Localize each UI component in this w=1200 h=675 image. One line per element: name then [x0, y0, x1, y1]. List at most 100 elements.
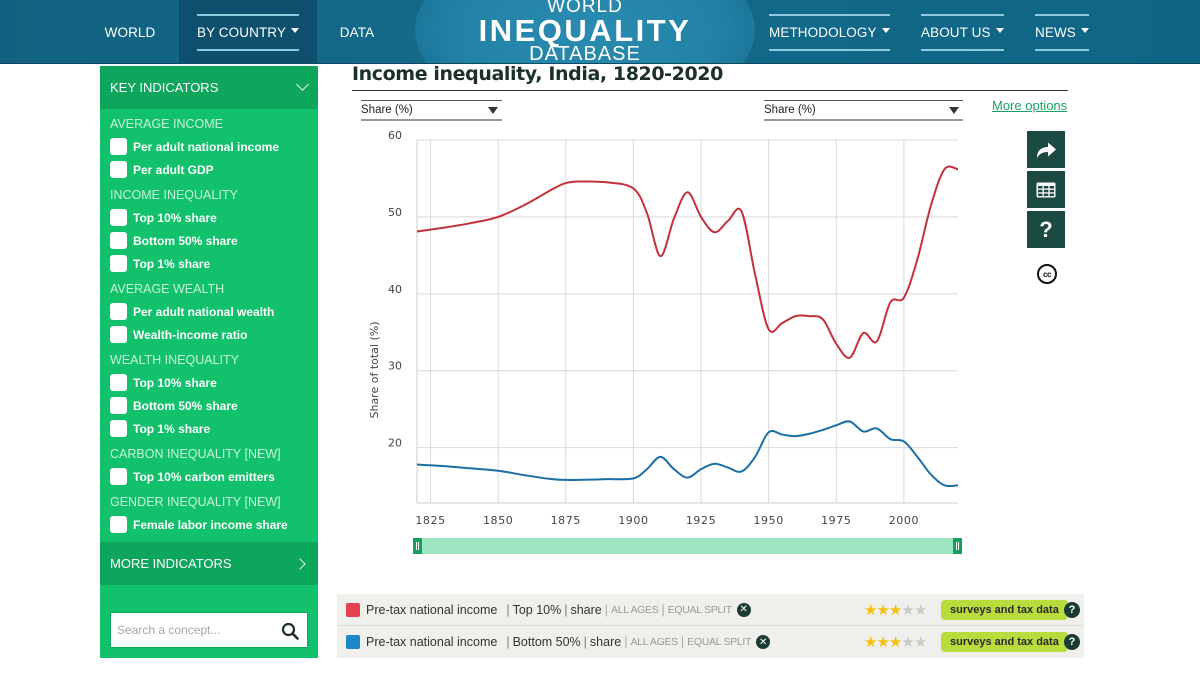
- indicator-option[interactable]: Wealth-income ratio: [110, 323, 308, 346]
- separator: |: [506, 635, 510, 649]
- indicator-option[interactable]: Per adult GDP: [110, 158, 308, 181]
- separator: |: [680, 635, 685, 649]
- series-line-top-10[interactable]: [416, 165, 959, 359]
- right-axis-unit-value: Share (%): [764, 104, 816, 116]
- star-icon: ★: [864, 634, 877, 651]
- data-quality-rating: ★★★★★: [864, 633, 927, 651]
- concept-search-input[interactable]: [117, 623, 277, 637]
- creative-commons-icon[interactable]: cc: [1037, 264, 1057, 284]
- legend-split: EQUAL SPLIT: [687, 636, 752, 648]
- indicator-checkbox[interactable]: [110, 138, 127, 155]
- more-indicators-button[interactable]: MORE INDICATORS: [100, 542, 318, 585]
- indicator-label: Per adult national wealth: [133, 304, 275, 319]
- key-indicators-header[interactable]: KEY INDICATORS: [100, 66, 318, 109]
- indicator-checkbox[interactable]: [110, 468, 127, 485]
- indicator-option[interactable]: Female labor income share: [110, 513, 308, 536]
- concept-search-box: [110, 612, 308, 648]
- left-axis-unit-value: Share (%): [361, 104, 413, 116]
- range-slider-track[interactable]: [413, 538, 962, 554]
- search-icon[interactable]: [281, 622, 299, 640]
- data-source-badge[interactable]: surveys and tax data: [941, 599, 1068, 620]
- y-tick-label: 30: [388, 360, 402, 373]
- more-options-link[interactable]: More options: [992, 98, 1068, 113]
- nav-methodology-lined: METHODOLOGY: [769, 13, 890, 51]
- x-tick-label: 1850: [483, 514, 513, 527]
- nav-news[interactable]: NEWS: [1035, 0, 1089, 63]
- help-icon[interactable]: ?: [1064, 634, 1080, 650]
- indicator-checkbox[interactable]: [110, 516, 127, 533]
- indicator-option[interactable]: Bottom 50% share: [110, 229, 308, 252]
- left-axis-unit-select[interactable]: Share (%): [361, 100, 502, 121]
- separator: |: [624, 635, 628, 649]
- nav-about-us-label: ABOUT US: [921, 24, 991, 40]
- nav-by-country[interactable]: BY COUNTRY: [179, 0, 317, 63]
- separator: |: [661, 602, 665, 617]
- indicator-checkbox[interactable]: [110, 161, 127, 178]
- y-tick-label: 40: [388, 283, 402, 296]
- nav-by-country-lined: BY COUNTRY: [196, 13, 300, 51]
- separator: |: [604, 602, 609, 617]
- x-tick-label: 1950: [753, 514, 783, 527]
- x-tick-label: 1875: [551, 514, 581, 527]
- legend-indicator: Pre-tax national income: [366, 602, 498, 617]
- star-icon: ★: [888, 634, 902, 651]
- help-button[interactable]: ?: [1027, 211, 1065, 248]
- help-icon[interactable]: ?: [1064, 601, 1080, 618]
- nav-methodology[interactable]: METHODOLOGY: [769, 0, 890, 63]
- x-tick-label: 2000: [889, 514, 919, 527]
- star-icon: ★: [876, 601, 889, 619]
- remove-series-icon[interactable]: ✕: [756, 635, 771, 649]
- indicator-option[interactable]: Top 10% share: [110, 206, 308, 229]
- indicator-option[interactable]: Top 10% carbon emitters: [110, 465, 308, 488]
- indicator-checkbox[interactable]: [110, 255, 127, 272]
- indicator-option[interactable]: Top 10% share: [110, 371, 308, 394]
- indicator-checkbox[interactable]: [110, 397, 127, 414]
- help-icon: ?: [1039, 216, 1053, 242]
- x-tick-label: 1975: [821, 514, 851, 527]
- indicator-option[interactable]: Bottom 50% share: [110, 394, 308, 417]
- nav-data[interactable]: DATA: [327, 0, 387, 63]
- right-axis-unit-select[interactable]: Share (%): [764, 100, 963, 121]
- chart-title: Income inequality, India, 1820-2020: [352, 63, 723, 85]
- indicator-checkbox[interactable]: [110, 232, 127, 249]
- x-tick-label: 1825: [415, 514, 445, 527]
- more-indicators-label: MORE INDICATORS: [110, 556, 232, 571]
- dropdown-arrow-icon: [488, 106, 498, 114]
- wid-logo[interactable]: WORLD INEQUALITY DATABASE: [470, 0, 700, 63]
- series-legend: Pre-tax national income | Top 10% | share | AL…: [337, 594, 1084, 658]
- indicator-checkbox[interactable]: [110, 374, 127, 391]
- section-title: GENDER INEQUALITY [NEW]: [110, 495, 281, 509]
- nav-world[interactable]: WORLD: [90, 0, 170, 63]
- separator: |: [506, 602, 510, 617]
- y-axis-label: Share of total (%): [368, 321, 381, 418]
- x-tick-label: 1925: [686, 514, 716, 527]
- nav-news-lined: NEWS: [1035, 13, 1089, 51]
- indicator-checkbox[interactable]: [110, 420, 127, 437]
- indicator-label: Top 1% share: [133, 256, 211, 271]
- range-slider-right-handle[interactable]: [953, 538, 962, 554]
- range-slider-left-handle[interactable]: [413, 538, 422, 554]
- nav-about-us[interactable]: ABOUT US: [921, 0, 1004, 63]
- caret-down-icon: [881, 27, 890, 33]
- data-table-button[interactable]: [1027, 171, 1065, 208]
- nav-world-label: WORLD: [104, 24, 156, 40]
- caret-down-icon: [1080, 27, 1089, 33]
- data-source-badge[interactable]: surveys and tax data: [941, 632, 1068, 652]
- indicator-option[interactable]: Top 1% share: [110, 417, 308, 440]
- separator: |: [564, 602, 568, 617]
- line-chart: 20 30 40 50 60 1825 1850 1875 1900 1925 1950 1975 2…: [368, 129, 962, 554]
- data-quality-rating: ★★★★★: [864, 601, 927, 619]
- indicator-option[interactable]: Per adult national income: [110, 135, 308, 158]
- indicator-option[interactable]: Per adult national wealth: [110, 300, 308, 323]
- indicator-option[interactable]: Top 1% share: [110, 252, 308, 275]
- section-title: AVERAGE INCOME: [110, 117, 223, 131]
- indicator-checkbox[interactable]: [110, 326, 127, 343]
- remove-series-icon[interactable]: ✕: [736, 602, 751, 617]
- series-line-bottom-50[interactable]: [416, 420, 959, 488]
- star-icon: ★: [864, 601, 877, 619]
- indicator-checkbox[interactable]: [110, 209, 127, 226]
- y-tick-label: 50: [388, 206, 402, 219]
- indicator-checkbox[interactable]: [110, 303, 127, 320]
- share-button[interactable]: [1027, 131, 1065, 168]
- top-navigation-bar: WORLD BY COUNTRY DATA WORLD INEQUALITY D…: [0, 0, 1200, 64]
